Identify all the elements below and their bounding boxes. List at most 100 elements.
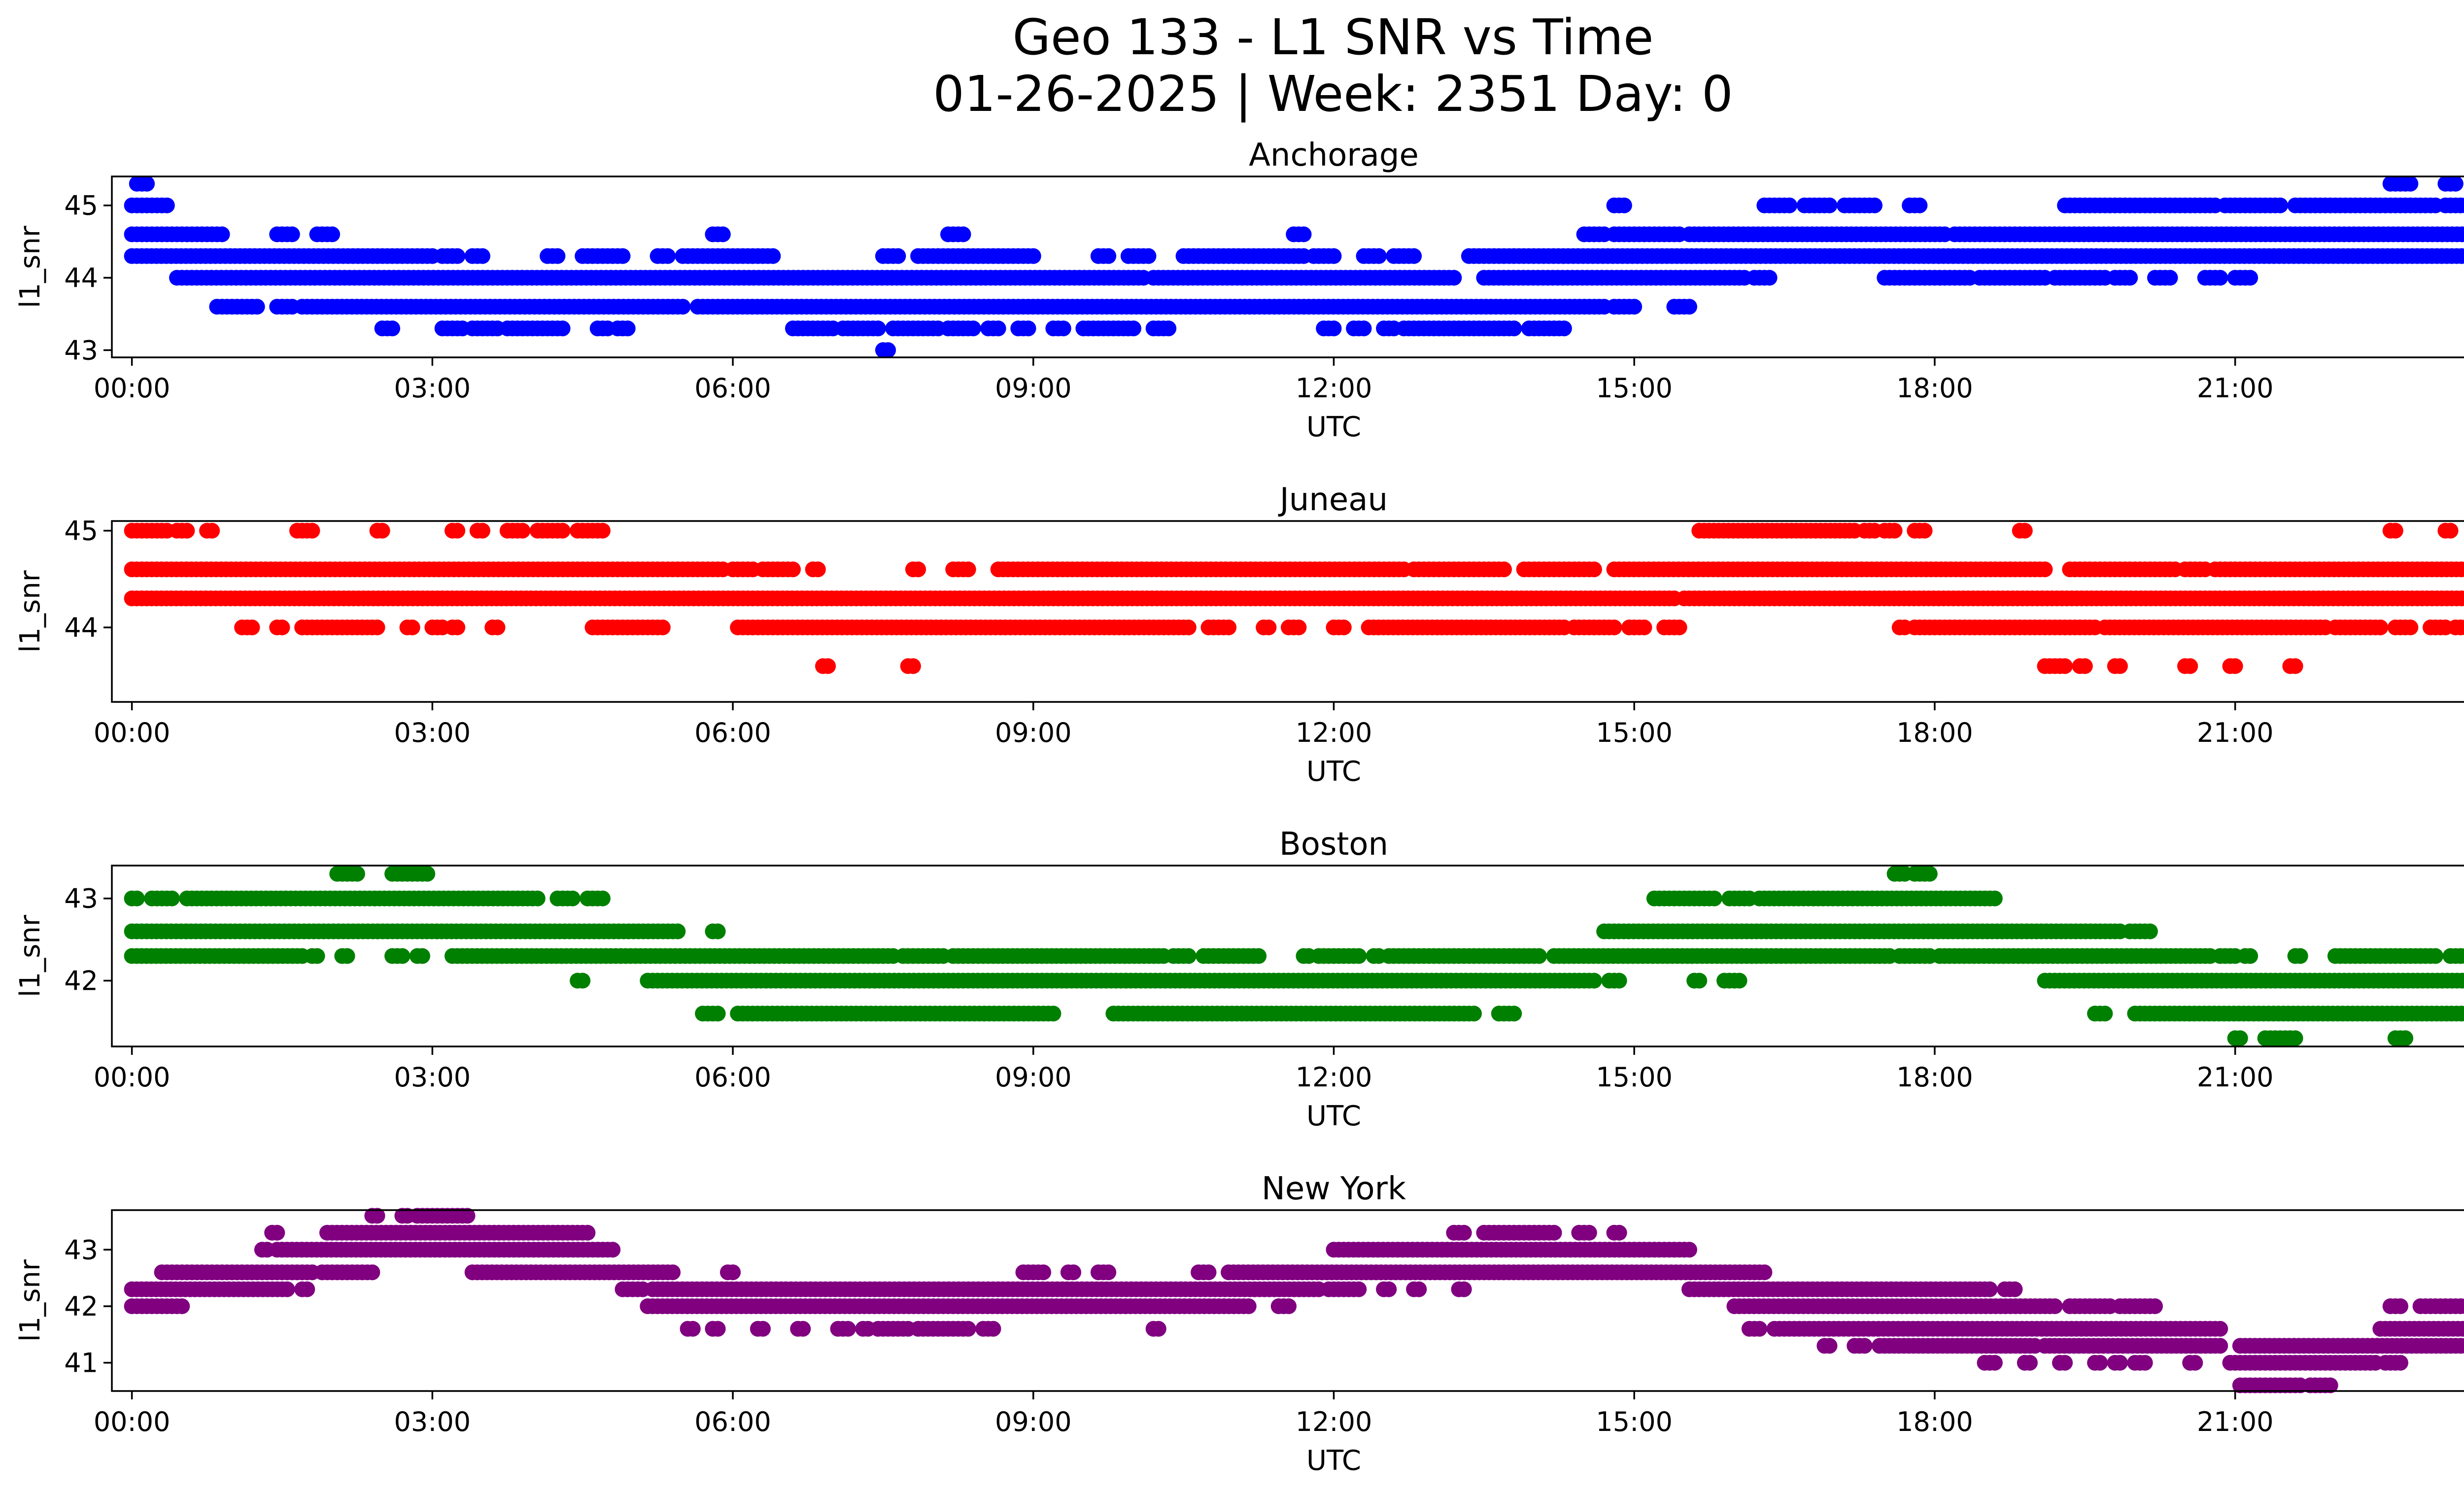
boston-x-axis-label: UTC [1306,1100,1361,1132]
anchorage-x-tick-label: 21:00 [2197,373,2274,404]
boston-x-tick-label: 12:00 [1296,1062,1372,1093]
juneau-x-tick-label: 21:00 [2197,717,2274,748]
juneau-point [449,523,465,539]
anchorage-point [890,248,906,264]
juneau-point [1672,620,1687,635]
boston-point [349,866,365,882]
boston-point [1045,1006,1061,1021]
anchorage-point [2212,270,2228,286]
boston-point [1922,866,1938,882]
juneau-point [2227,658,2243,674]
boston-point [2293,948,2308,964]
anchorage-point [1296,226,1312,242]
juneau-point [2112,658,2128,674]
anchorage-x-tick-label: 00:00 [94,373,171,404]
anchorage-point [1326,320,1342,336]
juneau-x-tick-label: 06:00 [694,717,771,748]
juneau-point [1607,620,1622,635]
boston-point [1691,973,1707,989]
juneau-point [2402,620,2418,635]
juneau-point [785,561,801,577]
anchorage-point [620,320,636,336]
juneau-point [1917,523,1933,539]
anchorage-point [249,299,265,314]
anchorage-point [2242,270,2258,286]
new-york-point [725,1264,741,1280]
new-york-point [1065,1264,1081,1280]
anchorage-point [2272,198,2288,213]
anchorage-point [1616,198,1632,213]
anchorage-point [1626,299,1642,314]
juneau-point [2017,523,2033,539]
juneau-point [2037,561,2053,577]
juneau-point [475,523,490,539]
juneau-point [2388,523,2403,539]
juneau-x-tick-label: 15:00 [1596,717,1673,748]
juneau-axes-frame [112,521,2464,702]
boston-x-tick-label: 15:00 [1596,1062,1673,1093]
boston-point [2288,1030,2303,1046]
juneau-x-tick-label: 03:00 [394,717,471,748]
juneau-point [1261,620,1276,635]
juneau-title: Juneau [1278,482,1388,518]
anchorage-point [159,198,175,213]
anchorage-point [1100,248,1116,264]
anchorage-title: Anchorage [1249,137,1419,174]
juneau-point [2077,658,2093,674]
anchorage-x-tick-label: 15:00 [1596,373,1673,404]
juneau-x-tick-label: 09:00 [995,717,1072,748]
anchorage-point [715,226,731,242]
boston-point [129,891,145,906]
boston-point [1181,948,1197,964]
anchorage-point [1556,320,1572,336]
anchorage-point [1406,248,1422,264]
anchorage-point [139,176,155,192]
juneau-point [2288,658,2303,674]
juneau-point [490,620,506,635]
anchorage-point [956,226,971,242]
juneau-point [2182,658,2198,674]
anchorage-point [549,248,565,264]
boston-point [1707,891,1722,906]
boston-point [2428,948,2443,964]
boston-point [419,866,435,882]
anchorage-point [1867,198,1882,213]
juneau-point [1496,561,1512,577]
anchorage-point [284,226,300,242]
anchorage-point [449,248,465,264]
boston-point [1506,1006,1522,1021]
juneau-point [1336,620,1352,635]
boston-point [1987,891,2003,906]
boston-point [1351,948,1367,964]
boston-point [575,973,590,989]
anchorage-y-tick-label: 45 [64,190,98,221]
anchorage-y-tick-label: 43 [64,335,98,366]
juneau-x-tick-label: 18:00 [1896,717,1973,748]
boston-points [124,866,2464,1046]
anchorage-point [1762,270,1778,286]
boston-y-tick-label: 42 [64,966,98,997]
new-york-point [299,1282,315,1297]
anchorage-point [870,320,886,336]
boston-point [565,891,581,906]
juneau-point [555,523,571,539]
anchorage-point [214,226,230,242]
boston-point [1586,973,1602,989]
juneau-point [1887,523,1903,539]
anchorage-point [880,342,896,358]
boston-x-tick-label: 09:00 [995,1062,1072,1093]
anchorage-x-tick-label: 18:00 [1896,373,1973,404]
juneau-point [2372,620,2388,635]
juneau-point [595,523,611,539]
boston-point [2397,1030,2413,1046]
boston-x-tick-label: 06:00 [694,1062,771,1093]
new-york-point [364,1264,380,1280]
boston-point [1466,1006,1482,1021]
juneau-y-tick-label: 45 [64,516,98,547]
new-york-point [1756,1264,1772,1280]
juneau-point [405,620,420,635]
juneau-point [1637,620,1652,635]
